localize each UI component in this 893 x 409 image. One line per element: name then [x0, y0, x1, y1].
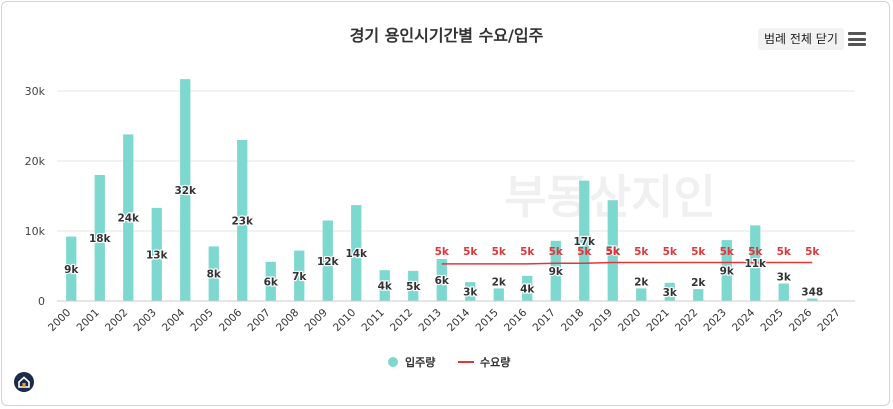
- chart-title: 경기 용인시기간별 수요/입주: [349, 26, 544, 45]
- hamburger-menu-icon[interactable]: [848, 32, 866, 46]
- home-logo-icon[interactable]: [14, 372, 34, 392]
- legend-toggle-button[interactable]: 범례 전체 닫기: [758, 28, 844, 50]
